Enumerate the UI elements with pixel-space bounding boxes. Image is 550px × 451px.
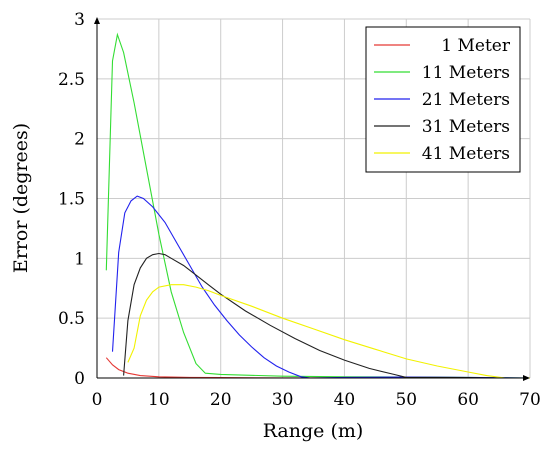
y-axis-label: Error (degrees) <box>10 123 32 273</box>
y-tick-label: 0.5 <box>58 309 85 329</box>
series-line-4 <box>123 252 530 379</box>
x-tick-label: 0 <box>92 390 103 410</box>
x-tick-label: 10 <box>148 390 170 410</box>
y-tick-label: 2 <box>74 130 85 150</box>
y-tick-label: 1.5 <box>58 190 85 210</box>
y-axis-arrow <box>94 17 100 24</box>
legend-label: 21 Meters <box>422 90 510 110</box>
x-tick-label: 50 <box>395 390 417 410</box>
legend-label: 1 Meter <box>441 36 511 56</box>
x-tick-label: 40 <box>334 390 356 410</box>
series-line-5 <box>127 284 530 379</box>
legend: 1 Meter 11 Meters 21 Meters 31 Meters 41 Met… <box>365 26 521 173</box>
x-tick-label: 20 <box>210 390 232 410</box>
legend-label: 41 Meters <box>422 144 510 164</box>
x-tick-label: 60 <box>457 390 479 410</box>
y-tick-label: 0 <box>74 369 85 389</box>
y-tick-label: 2.5 <box>58 70 85 90</box>
tick-labels: 0 10 20 30 40 50 60 70 0 0.5 1 1.5 2 2.5 3 <box>58 10 541 410</box>
x-tick-label: 30 <box>272 390 294 410</box>
x-axis-label: Range (m) <box>263 420 364 442</box>
y-tick-label: 1 <box>74 249 85 269</box>
x-axis-arrow <box>523 375 530 381</box>
x-tick-label: 70 <box>519 390 541 410</box>
axes <box>94 17 530 381</box>
series-line-1 <box>105 357 530 379</box>
legend-label: 11 Meters <box>422 63 510 83</box>
y-tick-label: 3 <box>74 10 85 30</box>
legend-label: 31 Meters <box>422 117 510 137</box>
